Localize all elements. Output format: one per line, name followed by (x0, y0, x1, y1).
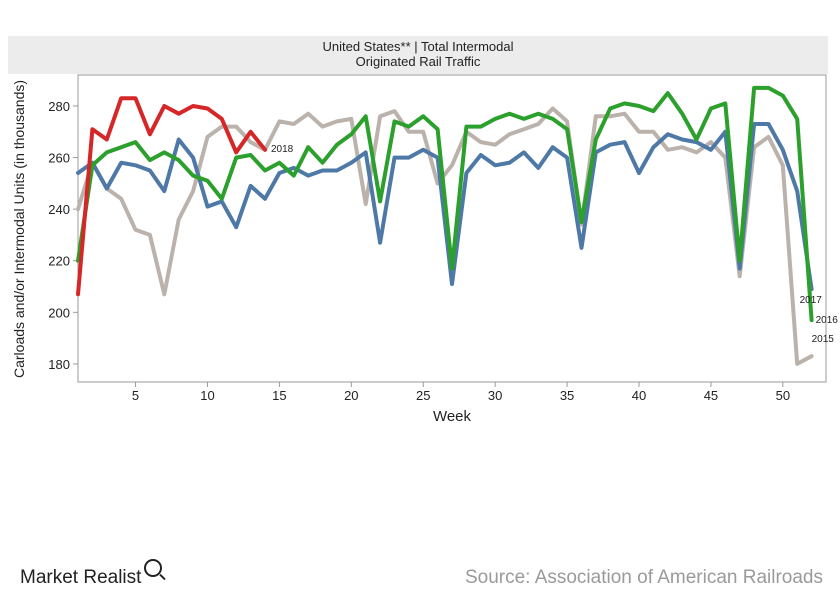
series-line-2017 (76, 122, 814, 292)
x-tick-label: 35 (560, 388, 574, 403)
y-tick-label: 220 (48, 254, 70, 269)
x-axis: 5 10 15 20 25 30 35 40 45 50 (132, 382, 790, 403)
brand-name: Market Realist (20, 567, 142, 588)
series-label-2018: 2018 (271, 144, 294, 155)
y-axis-label: Carloads and/or Intermodal Units (in tho… (11, 80, 27, 378)
series-label-2016: 2016 (816, 315, 839, 326)
brand-logo: Market Realist (20, 559, 163, 589)
series-layer (76, 85, 814, 366)
chart-subtitle: Originated Rail Traffic (356, 54, 481, 69)
x-tick-label: 25 (416, 388, 430, 403)
plot-frame (77, 74, 827, 383)
x-tick-label: 40 (632, 388, 646, 403)
x-tick-label: 20 (344, 388, 358, 403)
x-tick-label: 10 (200, 388, 214, 403)
x-tick-label: 15 (272, 388, 286, 403)
x-tick-label: 45 (704, 388, 718, 403)
y-tick-label: 180 (48, 357, 70, 372)
series-line-2016 (76, 85, 814, 323)
chart-title: United States** | Total Intermodal (322, 39, 513, 54)
x-tick-label: 30 (488, 388, 502, 403)
y-tick-label: 200 (48, 305, 70, 320)
y-tick-label: 240 (48, 202, 70, 217)
title-box: United States** | Total Intermodal Origi… (8, 36, 828, 74)
y-tick-label: 260 (48, 151, 70, 166)
y-tick-label: 280 (48, 99, 70, 114)
series-line-2015 (76, 106, 814, 366)
x-tick-label: 5 (132, 388, 139, 403)
x-axis-label: Week (433, 408, 472, 425)
series-label-2015: 2015 (812, 334, 835, 345)
series-line-2018 (76, 96, 267, 297)
x-tick-label: 50 (776, 388, 790, 403)
y-axis: 180 200 220 240 260 280 (48, 99, 78, 372)
series-label-2017: 2017 (800, 295, 823, 306)
magnifier-icon (144, 559, 163, 577)
series-labels: 2015 2017 2016 2018 (271, 144, 838, 345)
source-note: Source: Association of American Railroad… (464, 567, 823, 588)
